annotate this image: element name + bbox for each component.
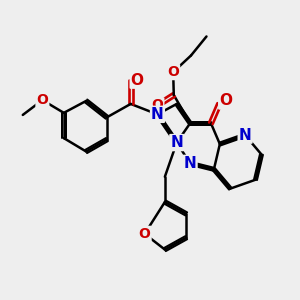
Text: O: O <box>131 73 144 88</box>
Text: O: O <box>219 94 232 109</box>
Text: N: N <box>239 128 251 142</box>
Text: N: N <box>151 107 164 122</box>
Text: O: O <box>152 98 164 112</box>
Text: N: N <box>170 135 183 150</box>
Text: O: O <box>167 65 179 79</box>
Text: O: O <box>37 93 48 107</box>
Text: N: N <box>184 156 196 171</box>
Text: O: O <box>139 227 151 241</box>
